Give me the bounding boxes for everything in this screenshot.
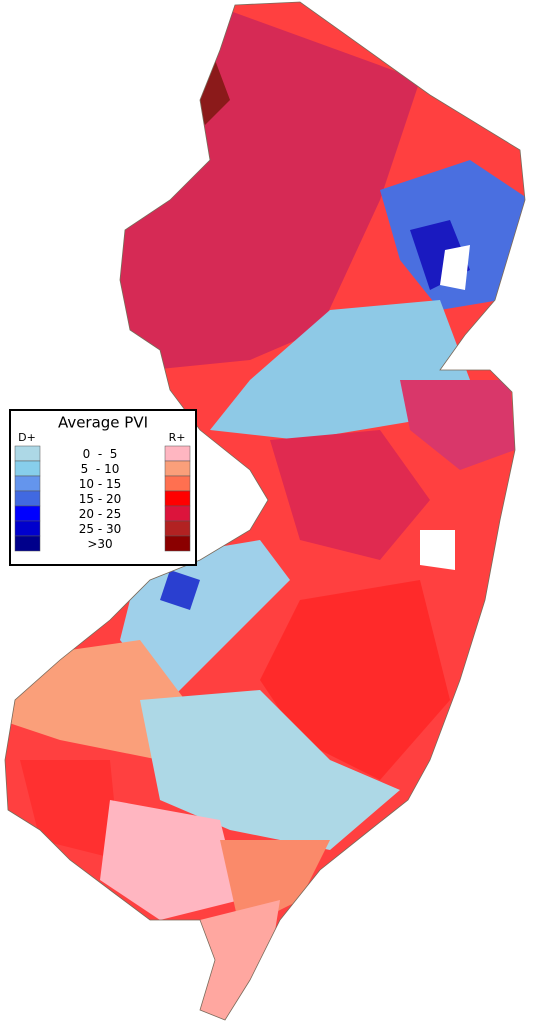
region — [100, 800, 240, 920]
region — [420, 530, 455, 570]
legend-swatch-d — [14, 535, 41, 552]
legend-swatch-d — [14, 490, 41, 507]
legend-swatch-d — [14, 505, 41, 522]
legend-bin-label: 10 - 15 — [79, 477, 122, 491]
legend-swatch-d — [14, 475, 41, 492]
region — [220, 840, 330, 930]
legend-swatch-d — [14, 460, 41, 477]
legend-r-label: R+ — [169, 431, 186, 444]
legend-swatch-r — [164, 475, 191, 492]
legend-swatch-r — [164, 520, 191, 537]
legend-bin-label: >30 — [87, 537, 112, 551]
legend-swatch-r — [164, 535, 191, 552]
legend-swatch-r — [164, 490, 191, 507]
region — [160, 570, 200, 610]
region — [400, 380, 515, 470]
region — [140, 690, 400, 850]
legend-swatch-r — [164, 445, 191, 462]
legend-swatch-d — [14, 520, 41, 537]
legend-title: Average PVI — [58, 414, 148, 432]
legend-bin-label: 0 - 5 — [83, 447, 118, 461]
legend-swatch-d — [14, 445, 41, 462]
state-outline — [4, 1, 526, 1021]
legend-bin-label: 20 - 25 — [79, 507, 122, 521]
legend-swatch-r — [164, 505, 191, 522]
region — [120, 540, 290, 700]
region — [270, 430, 430, 560]
legend-swatch-r — [164, 460, 191, 477]
legend-bin-label: 25 - 30 — [79, 522, 122, 536]
legend-bin-label: 5 - 10 — [81, 462, 120, 476]
legend-d-label: D+ — [18, 431, 36, 444]
region — [260, 580, 450, 780]
legend-bin-label: 15 - 20 — [79, 492, 122, 506]
region — [440, 245, 470, 290]
